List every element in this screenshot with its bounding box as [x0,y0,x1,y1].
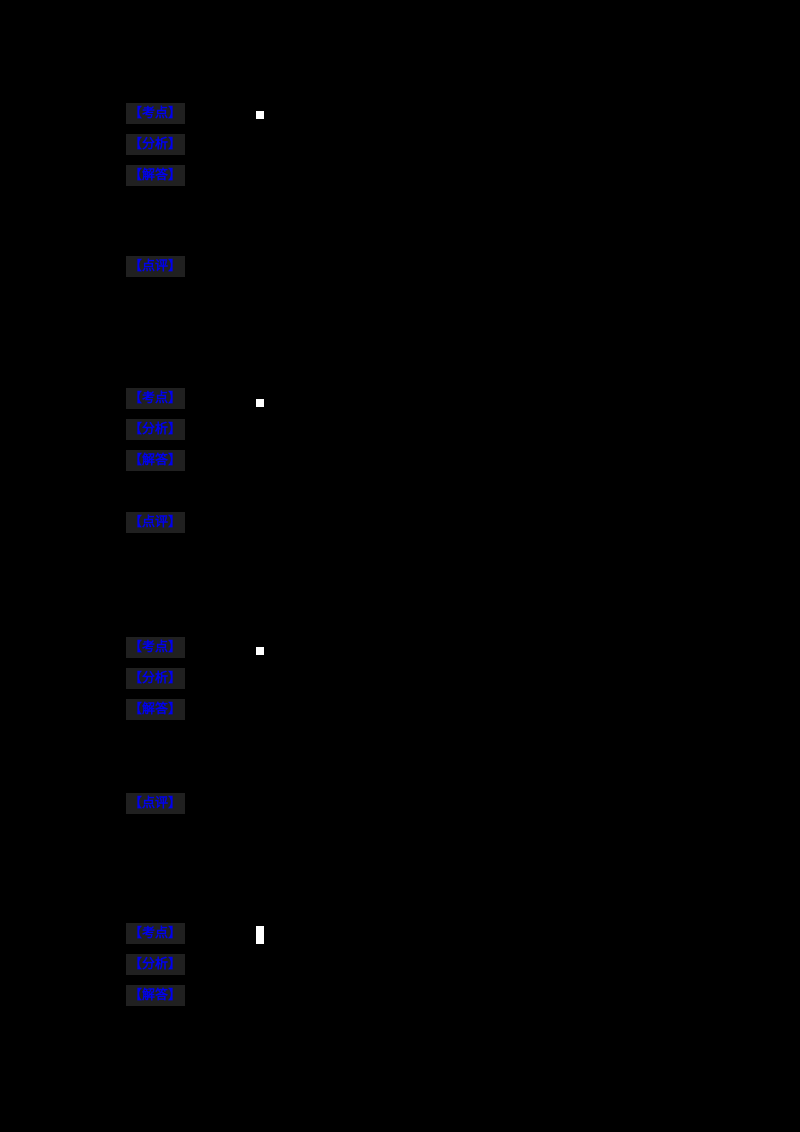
kaodian-link-4[interactable]: 【考点】 [126,923,185,944]
kaodian-link-1[interactable]: 【考点】 [126,103,185,124]
dianping-link-1[interactable]: 【点评】 [126,256,185,277]
fenxi-link-2[interactable]: 【分析】 [126,419,185,440]
jieda-link-2[interactable]: 【解答】 [126,450,185,471]
image-placeholder-marker-3 [256,647,264,655]
fenxi-link-3[interactable]: 【分析】 [126,668,185,689]
jieda-link-3[interactable]: 【解答】 [126,699,185,720]
kaodian-link-3[interactable]: 【考点】 [126,637,185,658]
dianping-link-3[interactable]: 【点评】 [126,793,185,814]
jieda-link-4[interactable]: 【解答】 [126,985,185,1006]
jieda-link-1[interactable]: 【解答】 [126,165,185,186]
kaodian-link-2[interactable]: 【考点】 [126,388,185,409]
image-placeholder-marker-1 [256,111,264,119]
image-placeholder-marker-2 [256,399,264,407]
fenxi-link-4[interactable]: 【分析】 [126,954,185,975]
fenxi-link-1[interactable]: 【分析】 [126,134,185,155]
dianping-link-2[interactable]: 【点评】 [126,512,185,533]
image-placeholder-marker-4 [256,926,264,944]
